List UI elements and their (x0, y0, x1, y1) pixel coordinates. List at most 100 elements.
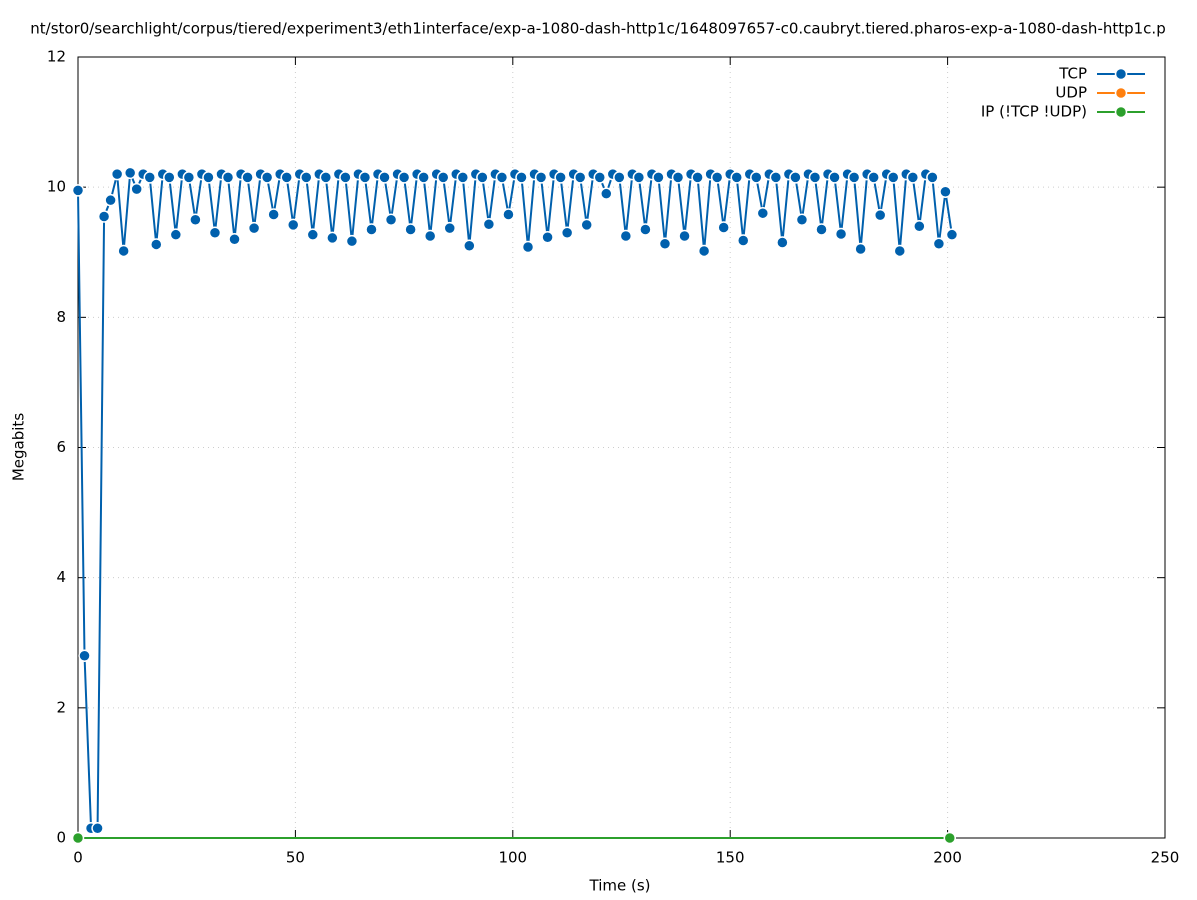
data-point (769, 171, 783, 184)
data-point (717, 221, 730, 234)
data-point (678, 229, 691, 243)
x-axis-label: Time (s) (589, 877, 651, 895)
data-point (515, 171, 528, 184)
legend-label: IP (!TCP !UDP) (981, 103, 1087, 121)
data-point (247, 221, 261, 235)
data-point (97, 210, 111, 223)
data-point (658, 237, 672, 251)
y-tick-label: 8 (56, 308, 66, 326)
x-tick-label: 0 (73, 849, 83, 867)
data-point (326, 231, 339, 245)
data-point (202, 171, 215, 184)
data-point (365, 223, 378, 236)
data-point (130, 182, 143, 196)
x-tick-label: 250 (1151, 849, 1180, 867)
data-point (943, 831, 957, 845)
data-point (776, 236, 789, 249)
legend-marker (1114, 86, 1128, 100)
data-point (163, 171, 176, 184)
data-point (117, 244, 130, 258)
data-point (789, 171, 802, 184)
data-point (78, 649, 91, 663)
data-point (150, 238, 163, 251)
x-tick-label: 150 (716, 849, 745, 867)
data-point (123, 166, 137, 180)
data-point (867, 171, 880, 184)
data-point (808, 171, 822, 184)
data-point (104, 193, 117, 207)
data-point (260, 171, 274, 184)
data-point (534, 171, 548, 184)
legend-marker (1114, 67, 1128, 81)
data-point (926, 171, 939, 184)
data-point (756, 206, 770, 220)
data-point (423, 229, 437, 243)
data-point (300, 171, 313, 184)
data-point (110, 167, 124, 181)
data-point (228, 232, 241, 246)
y-tick-label: 10 (47, 178, 66, 196)
data-point (345, 234, 359, 248)
series-line (77, 172, 953, 830)
data-point (736, 234, 750, 247)
data-point (639, 223, 652, 236)
legend-label: TCP (1058, 65, 1087, 83)
data-point (730, 171, 743, 184)
data-point (906, 171, 920, 184)
data-point (91, 821, 104, 835)
data-point (573, 171, 587, 184)
chart-title: nt/stor0/searchlight/corpus/tiered/exper… (30, 20, 1165, 38)
data-point (476, 171, 489, 184)
data-point (306, 228, 320, 241)
data-point (893, 244, 907, 258)
data-point (495, 171, 509, 184)
data-point (143, 171, 156, 184)
data-point (358, 171, 372, 184)
data-point (71, 831, 85, 845)
data-point (436, 171, 450, 184)
data-point (560, 226, 574, 239)
data-point (319, 171, 333, 184)
data-point (710, 171, 724, 184)
data-point (750, 171, 763, 184)
data-point (828, 171, 841, 184)
data-point (939, 185, 952, 198)
y-tick-label: 2 (56, 698, 66, 716)
y-axis-label: Megabits (10, 413, 28, 481)
data-point (632, 171, 646, 184)
x-tick-label: 50 (286, 849, 305, 867)
data-point (600, 187, 613, 200)
data-point (404, 223, 417, 236)
data-point (182, 171, 196, 184)
data-point (945, 228, 959, 241)
data-point (397, 171, 411, 184)
data-point (613, 171, 626, 184)
data-point (554, 171, 567, 184)
data-point (691, 171, 704, 184)
y-tick-label: 12 (47, 48, 66, 66)
data-point (221, 171, 235, 184)
data-point (887, 171, 900, 184)
data-point (378, 171, 391, 184)
data-point (580, 218, 593, 232)
data-point (854, 242, 867, 256)
data-point (671, 171, 685, 184)
data-point (463, 239, 476, 252)
data-point (280, 171, 293, 184)
data-point (267, 208, 280, 221)
data-point (815, 223, 828, 236)
data-point (795, 213, 809, 226)
data-point (593, 171, 607, 184)
data-point (541, 231, 554, 244)
data-point (71, 184, 85, 197)
y-tick-label: 6 (56, 438, 66, 456)
data-point (169, 228, 183, 241)
data-point (697, 244, 711, 258)
data-point (619, 229, 633, 243)
y-tick-label: 4 (56, 568, 66, 586)
data-point (502, 208, 515, 221)
data-point (241, 171, 254, 184)
data-point (189, 213, 202, 226)
data-point (847, 171, 861, 184)
